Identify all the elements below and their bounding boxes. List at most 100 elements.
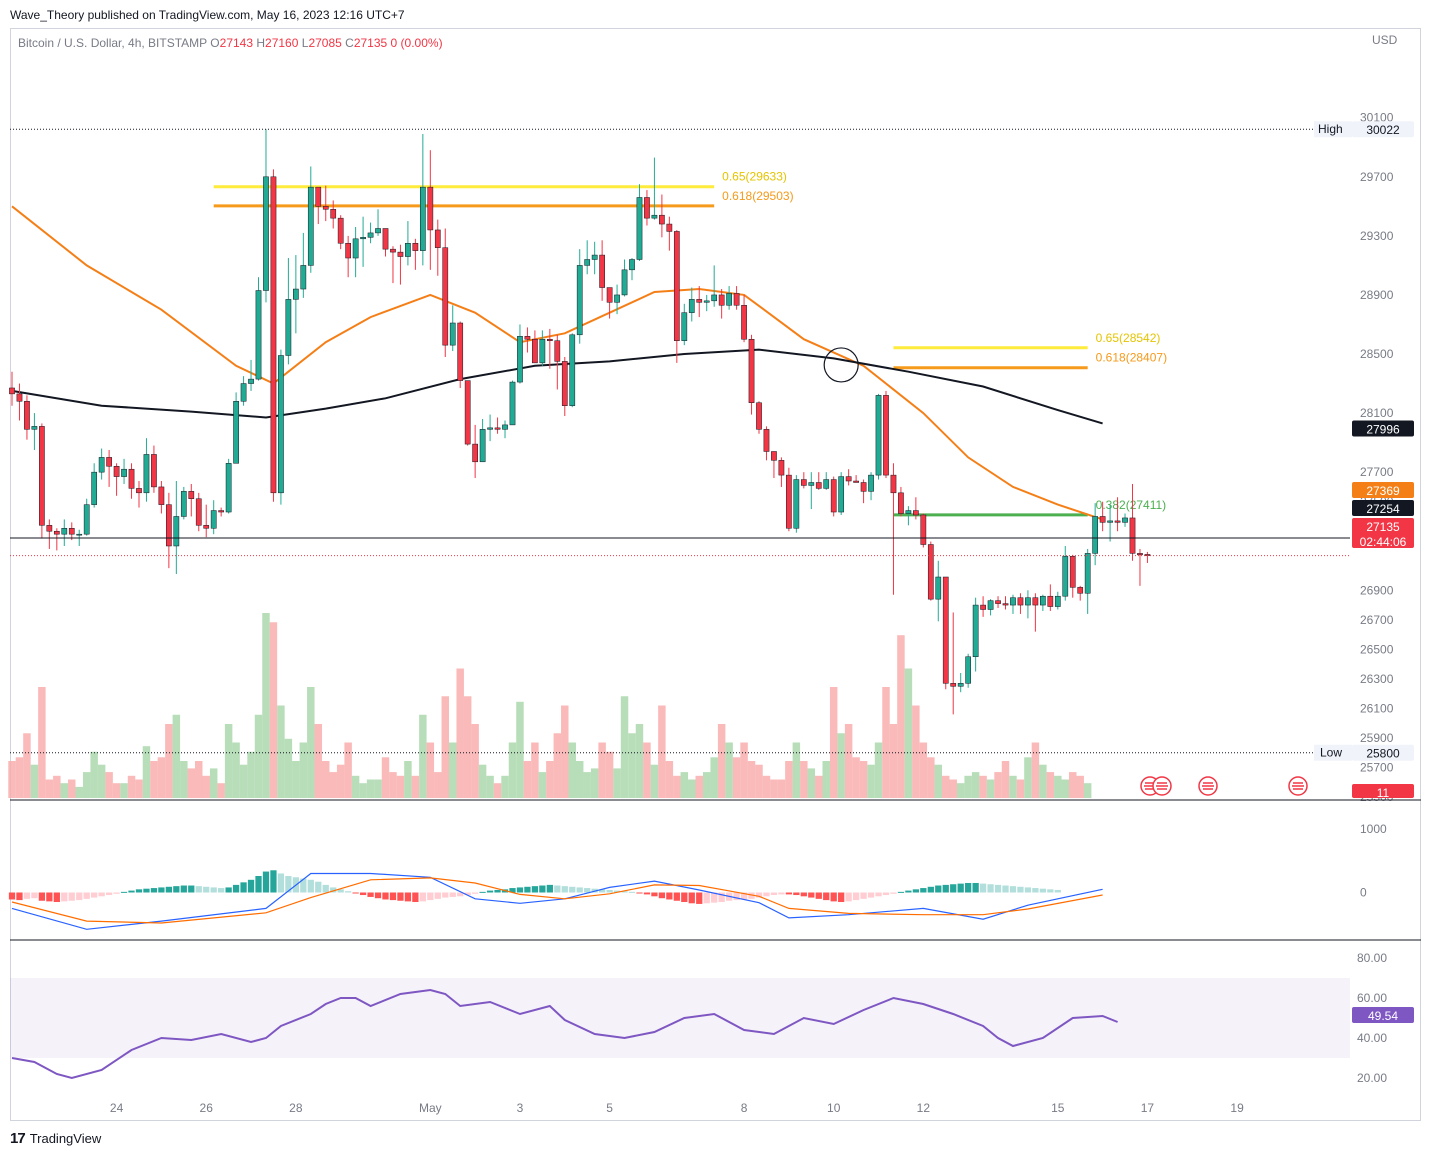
macd-histogram-bar	[658, 892, 666, 899]
candle-body	[1122, 517, 1128, 523]
candle-body	[860, 482, 867, 492]
rsi-band	[10, 978, 1350, 1058]
candle-body	[449, 322, 456, 346]
volume-bar	[68, 779, 76, 798]
macd-histogram-bar	[666, 892, 673, 900]
volume-bar	[389, 772, 397, 798]
macd-histogram-bar	[46, 892, 53, 902]
candle-body	[487, 427, 493, 430]
macd-histogram-bar	[785, 892, 793, 895]
volume-bar	[135, 779, 143, 798]
volume-bar	[785, 761, 793, 798]
candle-body	[225, 463, 232, 513]
candle-body	[420, 186, 426, 251]
macd-histogram-bar	[359, 892, 367, 896]
macd-histogram-bar	[576, 887, 583, 893]
event-flag-stripes	[1156, 782, 1168, 790]
volume-bar	[1054, 775, 1062, 798]
candle-body	[673, 231, 680, 341]
fib-level-label: 0.382(27411)	[1096, 498, 1167, 512]
candle-body	[293, 288, 299, 300]
macd-histogram-bar	[800, 892, 807, 897]
price-tick-label: 30100	[1360, 111, 1394, 125]
macd-histogram-bar	[38, 892, 46, 901]
candle-body	[763, 429, 770, 452]
macd-histogram-bar	[105, 892, 113, 896]
candle-body	[786, 474, 792, 529]
volume-bar	[172, 714, 181, 798]
volume-bar	[867, 764, 875, 798]
volume-bar	[598, 742, 606, 798]
volume-bar	[232, 742, 240, 798]
candle-body	[91, 471, 98, 505]
macd-histogram-bar	[247, 879, 255, 893]
fib-level-label: 0.618(29503)	[722, 189, 793, 203]
candle-body	[158, 486, 165, 505]
candle-body	[479, 429, 486, 463]
volume-bar	[38, 687, 46, 798]
macd-histogram-bar	[598, 889, 606, 893]
footer-brand: 17 TradingView	[10, 1130, 101, 1147]
macd-histogram-bar	[606, 889, 613, 893]
low-value: 27085	[308, 36, 342, 50]
macd-histogram-bar	[1009, 886, 1017, 893]
macd-histogram-bar	[778, 892, 785, 895]
macd-histogram-bar	[957, 883, 964, 893]
macd-histogram-bar	[905, 890, 912, 893]
volume-bar	[688, 779, 696, 798]
volume-bar	[658, 705, 666, 798]
volume-bar	[859, 761, 868, 798]
macd-histogram-bar	[711, 892, 718, 903]
macd-histogram-bar	[651, 892, 658, 897]
volume-bar	[732, 757, 741, 798]
candle-body	[1054, 595, 1061, 607]
volume-bar	[329, 772, 337, 798]
volume-bar	[411, 775, 420, 798]
volume-bar	[583, 772, 591, 798]
candle-body	[524, 336, 531, 340]
macd-histogram-bar	[1024, 887, 1032, 893]
volume-bar	[852, 757, 860, 798]
candle-body	[546, 338, 553, 341]
rsi-value-badge-bg	[1352, 1007, 1414, 1023]
macd-histogram-bar	[457, 892, 464, 897]
volume-bar	[127, 775, 136, 798]
candle-body	[815, 482, 822, 489]
volume-bar	[23, 733, 31, 798]
macd-histogram-bar	[128, 890, 135, 893]
candle-body	[898, 492, 904, 514]
event-flag-stripes	[1202, 782, 1214, 790]
ema50-badge-bg	[1352, 482, 1414, 498]
candle-body	[651, 214, 658, 219]
candle-body	[494, 427, 501, 430]
candle-body	[942, 576, 949, 684]
macd-histogram-bar	[808, 892, 815, 898]
volume-bar	[217, 783, 225, 798]
candle-body	[68, 528, 75, 535]
volume-badge-text: 11	[1377, 786, 1390, 800]
candle-body	[210, 510, 217, 529]
volume-bar	[381, 757, 390, 798]
macd-histogram-bar	[950, 884, 957, 893]
candle-body	[950, 683, 957, 687]
macd-pane: 1000 0	[8, 822, 1387, 930]
candle-body	[143, 454, 150, 494]
volume-bar	[568, 742, 576, 798]
macd-histogram-bar	[815, 892, 822, 899]
candle-body	[793, 479, 800, 529]
candle-body	[263, 176, 269, 291]
volume-bar	[434, 772, 442, 798]
macd-histogram-bar	[203, 886, 210, 893]
volume-bar	[882, 687, 890, 798]
macd-histogram-bar	[524, 886, 531, 893]
candle-body	[1047, 595, 1054, 607]
macd-histogram-bar	[322, 884, 329, 893]
high-value-badge-bg	[1352, 121, 1414, 138]
macd-histogram-bar	[225, 887, 232, 893]
macd-histogram-bar	[434, 892, 441, 899]
volume-bar	[546, 761, 554, 798]
low-value-badge-bg	[1352, 744, 1414, 761]
candle-body	[16, 393, 23, 402]
macd-histogram-bar	[681, 892, 688, 903]
